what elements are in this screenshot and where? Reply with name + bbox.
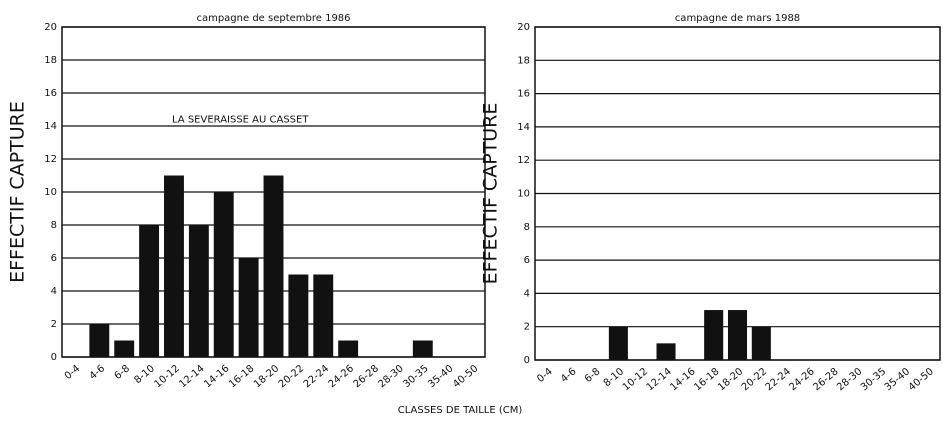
y-tick-label: 4 (51, 286, 57, 297)
x-tick-label: 12-14 (645, 366, 674, 393)
y-tick-label: 20 (44, 22, 57, 33)
x-tick-label: 4-6 (559, 366, 579, 385)
bar (188, 225, 209, 357)
x-tick-label: 30-35 (401, 363, 430, 390)
y-tick-label: 18 (44, 55, 57, 66)
y-tick-label: 14 (44, 121, 57, 132)
x-tick-label: 16-18 (227, 363, 256, 390)
x-tick-label: 10-12 (152, 363, 181, 390)
x-tick-label: 0-4 (63, 363, 83, 382)
y-tick-label: 14 (517, 122, 530, 133)
x-tick-label: 40-50 (907, 366, 936, 393)
bar (263, 175, 284, 357)
bar (213, 192, 234, 357)
x-tick-label: 35-40 (883, 366, 912, 393)
bar (412, 340, 433, 357)
y-tick-label: 12 (44, 154, 57, 165)
y-tick-label: 0 (524, 355, 530, 366)
y-axis-label: EFFECTIF CAPTURE (480, 103, 502, 285)
bar (114, 340, 135, 357)
bar (313, 274, 334, 357)
x-tick-label: 22-24 (302, 363, 331, 390)
x-tick-label: 26-28 (352, 363, 381, 390)
y-tick-label: 10 (44, 187, 57, 198)
bar (89, 324, 110, 357)
y-tick-label: 18 (517, 55, 530, 66)
bar (727, 310, 748, 360)
x-tick-label: 14-16 (202, 363, 231, 390)
x-tick-label: 18-20 (252, 363, 281, 390)
x-tick-label: 24-26 (787, 366, 816, 393)
x-tick-label: 22-24 (764, 366, 793, 393)
x-axis-label: CLASSES DE TAILLE (CM) (398, 405, 523, 416)
y-tick-label: 2 (51, 319, 57, 330)
y-tick-label: 10 (517, 189, 530, 200)
x-tick-label: 18-20 (716, 366, 745, 393)
annotation: LA SEVERAISSE AU CASSET (172, 114, 309, 125)
x-tick-label: 14-16 (668, 366, 697, 393)
chart-title: campagne de septembre 1986 (196, 13, 350, 24)
y-tick-label: 6 (51, 253, 57, 264)
x-tick-label: 4-6 (88, 363, 108, 382)
bar (288, 274, 309, 357)
x-tick-label: 10-12 (621, 366, 650, 393)
bar (139, 225, 160, 357)
x-tick-label: 40-50 (451, 363, 480, 390)
x-tick-label: 20-22 (277, 363, 306, 390)
x-tick-label: 12-14 (177, 363, 206, 390)
bar (608, 326, 628, 360)
x-tick-label: 30-35 (859, 366, 888, 393)
y-tick-label: 20 (517, 22, 530, 33)
y-tick-label: 4 (524, 288, 530, 299)
x-tick-label: 28-30 (835, 366, 864, 393)
bar (751, 326, 771, 360)
y-tick-label: 16 (517, 89, 530, 100)
bar (656, 343, 676, 360)
bar (338, 340, 359, 357)
x-tick-label: 35-40 (426, 363, 455, 390)
y-tick-label: 8 (524, 222, 530, 233)
y-tick-label: 0 (51, 352, 57, 363)
bar (164, 175, 184, 357)
chart-title: campagne de mars 1988 (675, 13, 800, 24)
bar (238, 258, 259, 357)
y-axis-label: EFFECTIF CAPTURE (7, 101, 29, 283)
x-tick-label: 6-8 (583, 366, 603, 385)
x-tick-label: 24-26 (327, 363, 356, 390)
y-tick-label: 6 (524, 255, 530, 266)
x-tick-label: 0-4 (535, 366, 555, 385)
y-tick-label: 16 (44, 88, 57, 99)
y-tick-label: 12 (517, 155, 530, 166)
x-tick-label: 6-8 (112, 363, 132, 382)
x-tick-label: 16-18 (692, 366, 721, 393)
y-tick-label: 8 (51, 220, 57, 231)
x-tick-label: 26-28 (811, 366, 840, 393)
x-tick-label: 28-30 (376, 363, 405, 390)
x-tick-label: 20-22 (740, 366, 769, 393)
y-tick-label: 2 (524, 322, 530, 333)
bar (704, 310, 724, 360)
